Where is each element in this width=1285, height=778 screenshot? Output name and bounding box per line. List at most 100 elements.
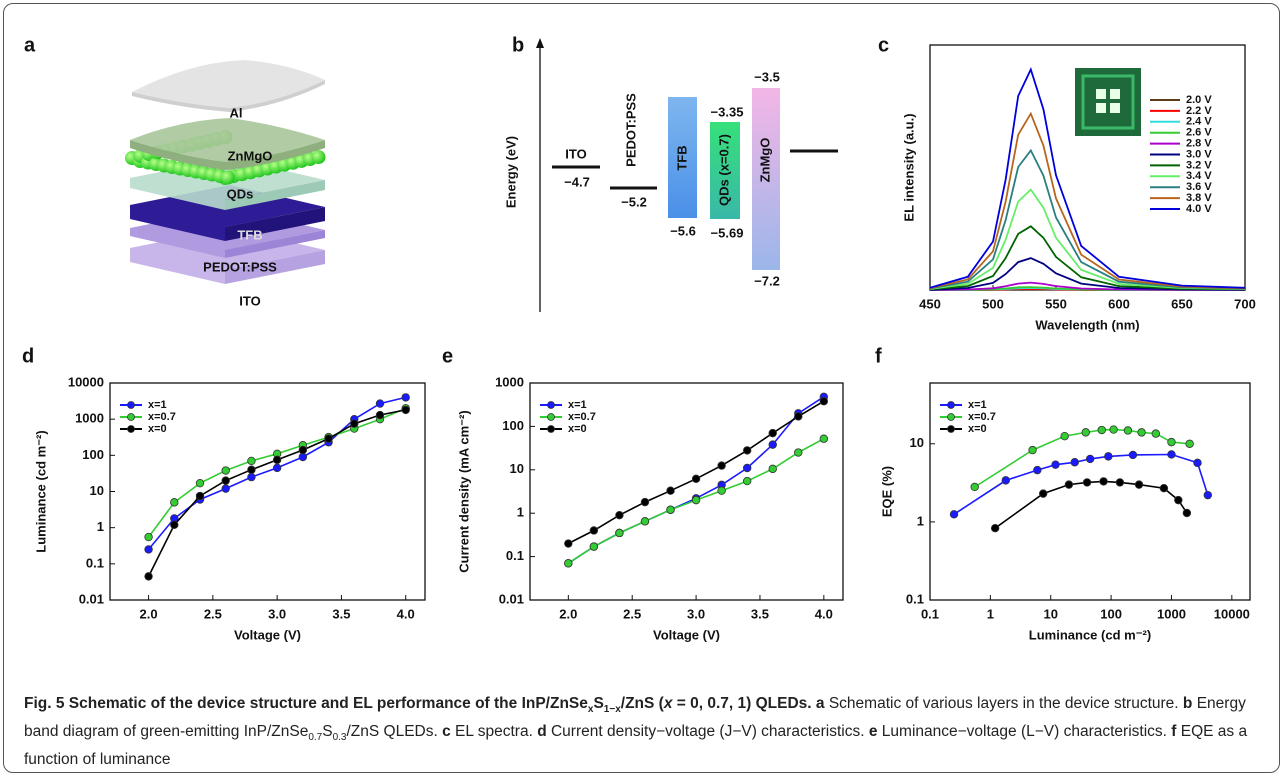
x-axis-title: Voltage (V)	[234, 627, 301, 642]
x-tick-label: 10000	[1214, 606, 1250, 621]
legend-label: 3.4 V	[1186, 170, 1212, 182]
marker	[144, 532, 153, 542]
legend-marker	[547, 401, 555, 409]
marker	[1038, 489, 1048, 498]
marker	[1128, 450, 1138, 460]
caption-letter: e	[868, 723, 878, 741]
marker	[1167, 437, 1176, 447]
marker	[1099, 477, 1108, 486]
level-label: −5.6	[670, 223, 696, 238]
marker	[144, 545, 153, 554]
marker	[375, 410, 385, 420]
caption-title: Schematic of the device structure and EL…	[68, 695, 588, 712]
marker	[247, 456, 256, 466]
marker	[742, 446, 752, 455]
y-tick-label: 10	[510, 461, 524, 476]
caption-text: 0.7	[308, 732, 323, 744]
caption-title: /ZnS (	[620, 695, 664, 712]
marker	[272, 463, 282, 473]
panel-letter: a	[24, 34, 36, 56]
caption: Fig. 5 Schematic of the device structure…	[24, 693, 1264, 771]
marker	[691, 495, 701, 505]
x-tick-label: 3.5	[751, 606, 769, 621]
layer-label: PEDOT:PSS	[623, 93, 638, 167]
legend-label: 3.2 V	[1186, 159, 1212, 171]
legend-label: 3.0 V	[1186, 148, 1212, 160]
marker	[717, 461, 726, 470]
legend-label: 2.6 V	[1186, 127, 1212, 139]
x-tick-label: 2.5	[204, 606, 222, 621]
marker	[221, 484, 230, 493]
legend-label: 4.0 V	[1186, 203, 1212, 215]
marker	[1097, 425, 1106, 435]
x-tick-label: 4.0	[815, 606, 833, 621]
legend-label: x=0	[148, 423, 167, 435]
y-tick-label: 0.1	[86, 555, 104, 570]
legend-label: x=0	[968, 423, 987, 435]
legend-marker	[127, 401, 135, 409]
marker	[324, 434, 333, 443]
x-tick-label: 1	[987, 606, 994, 621]
x-axis-title: Wavelength (nm)	[1035, 317, 1139, 332]
x-tick-label: 2.0	[559, 606, 577, 621]
caption-text: /ZnS QLEDs.	[346, 723, 438, 741]
legend-marker	[947, 413, 955, 421]
panel-letter: b	[512, 34, 524, 56]
caption-text: Current density−voltage (J−V) characteri…	[550, 723, 865, 741]
marker	[195, 478, 205, 488]
y-tick-label: 100	[82, 447, 104, 462]
marker	[949, 510, 959, 519]
legend-label: 2.4 V	[1186, 116, 1212, 128]
level-label: −7.2	[754, 273, 780, 288]
y-tick-label: 1	[917, 513, 924, 528]
figure-frame	[3, 3, 1280, 773]
legend-label: x=0	[568, 423, 587, 435]
marker	[615, 528, 624, 538]
marker	[1085, 454, 1095, 464]
x-tick-label: 10	[1043, 606, 1057, 621]
marker	[221, 466, 230, 475]
level-label: −3.5	[754, 69, 780, 84]
marker	[247, 472, 256, 482]
series-line	[929, 148, 1246, 290]
caption-letter: d	[537, 723, 547, 741]
marker	[1193, 458, 1202, 468]
x-tick-label: 700	[1234, 296, 1256, 311]
marker	[666, 486, 675, 495]
layer-label: ZnMgO	[228, 148, 273, 163]
y-tick-label: 0.01	[499, 591, 524, 606]
caption-title: 1−x	[603, 704, 621, 716]
caption-text: Energy band diagram of green-emitting In…	[24, 695, 1246, 741]
y-tick-label: 0.1	[506, 548, 524, 563]
plot-frame	[529, 382, 844, 601]
marker	[819, 434, 829, 443]
axis-title: Energy (eV)	[503, 136, 518, 208]
x-axis-title: Luminance (cd m⁻²)	[1029, 627, 1151, 642]
marker	[1115, 478, 1125, 487]
legend-marker	[947, 425, 955, 433]
legend-label: x=0.7	[148, 411, 176, 423]
legend-label: 2.2 V	[1186, 105, 1212, 117]
band	[710, 122, 740, 219]
marker	[742, 476, 752, 486]
legend-label: 3.6 V	[1186, 181, 1212, 193]
marker	[1070, 458, 1079, 467]
y-axis-title: EQE (%)	[879, 466, 894, 517]
x-tick-label: 550	[1045, 296, 1067, 311]
marker	[401, 405, 410, 415]
series-line	[953, 453, 1209, 515]
y-tick-label: 100	[502, 418, 524, 433]
marker	[1185, 439, 1194, 448]
x-tick-label: 450	[919, 296, 941, 311]
caption-text: S	[322, 723, 333, 741]
figure: a Al ZnMgO QDs TFB PEDOT:PSS ITO b Energ…	[22, 34, 1256, 642]
qd-ball	[311, 150, 326, 165]
caption-text: EL spectra.	[455, 723, 533, 741]
marker	[1001, 476, 1010, 485]
device-schematic	[125, 60, 326, 284]
marker	[1060, 432, 1069, 441]
level-label: −5.69	[711, 225, 744, 240]
legend-marker	[547, 413, 555, 421]
series-line	[929, 281, 1246, 291]
x-tick-label: 4.0	[397, 606, 415, 621]
